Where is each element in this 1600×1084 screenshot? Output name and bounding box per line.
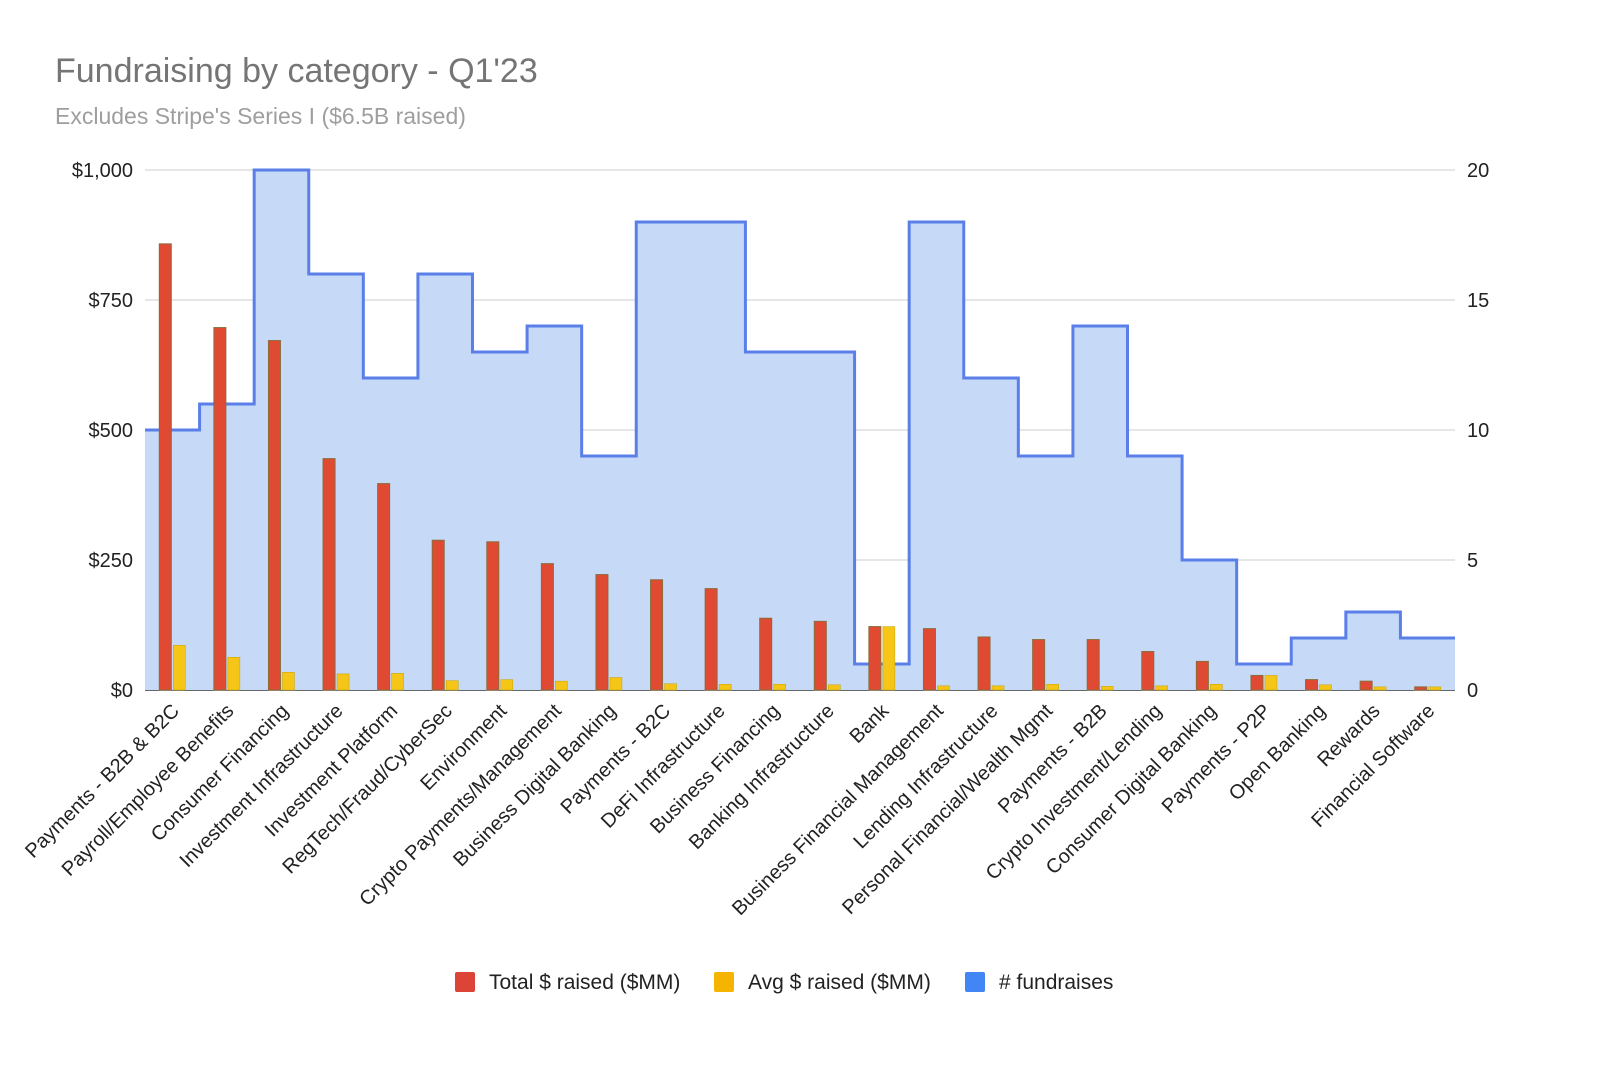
right-tick-label: 10 (1467, 420, 1489, 442)
bar-total (595, 574, 609, 691)
legend-swatch (714, 972, 734, 992)
bar-total (322, 458, 336, 691)
bar-total (1414, 686, 1428, 691)
bar-total (1032, 639, 1046, 691)
bar-total (1086, 639, 1100, 691)
category-label: Crypto Payments/Management (355, 700, 566, 911)
legend-swatch (965, 972, 985, 992)
bar-total (922, 628, 936, 691)
chart-title: Fundraising by category - Q1'23 (55, 52, 538, 90)
bar-avg (828, 684, 841, 691)
bar-avg (336, 673, 350, 691)
bar-avg (1319, 684, 1332, 691)
bar-total (1141, 651, 1155, 691)
left-tick-label: $0 (111, 680, 133, 702)
chart-subtitle: Excludes Stripe's Series I ($6.5B raised… (55, 103, 466, 129)
bar-total (1359, 680, 1373, 691)
bar-total (759, 617, 773, 691)
bar-total (158, 243, 172, 691)
bar-avg (991, 685, 1005, 691)
bar-total (704, 588, 718, 691)
left-tick-label: $250 (89, 550, 134, 572)
bar-avg (282, 672, 295, 691)
bars (158, 243, 1441, 691)
bar-avg (609, 677, 623, 691)
bar-avg (718, 684, 732, 691)
bar-avg (1373, 686, 1387, 691)
left-axis: $0 $250 $500 $750 $1,000 (72, 160, 133, 702)
bar-avg (664, 683, 677, 691)
right-axis: 0 5 10 15 20 (1467, 160, 1489, 702)
bar-avg (500, 679, 514, 691)
bar-avg (882, 626, 896, 691)
bar-avg (1100, 686, 1114, 691)
right-tick-label: 5 (1467, 550, 1478, 572)
bar-avg (937, 685, 950, 691)
bar-total (213, 327, 227, 691)
left-tick-label: $1,000 (72, 160, 133, 182)
bar-total (377, 483, 391, 691)
bar-avg (773, 684, 786, 691)
bar-avg (1210, 684, 1223, 691)
bar-total (650, 579, 664, 691)
bar-avg (1428, 686, 1441, 691)
category-label: Bank (846, 699, 894, 747)
bar-total (1305, 679, 1319, 691)
bar-avg (1264, 675, 1278, 691)
legend: Total $ raised ($MM) Avg $ raised ($MM) # … (455, 971, 1113, 994)
fundraises-area (145, 168, 1455, 690)
legend-label: Total $ raised ($MM) (489, 971, 680, 994)
bar-avg (173, 645, 186, 691)
bar-avg (1155, 685, 1169, 691)
bar-avg (445, 680, 459, 691)
bar-total (977, 636, 991, 691)
bar-avg (555, 680, 568, 691)
right-tick-label: 0 (1467, 680, 1478, 702)
bar-total (813, 620, 827, 691)
right-tick-label: 15 (1467, 290, 1489, 312)
right-tick-label: 20 (1467, 160, 1489, 182)
legend-swatch (455, 972, 475, 992)
legend-label: # fundraises (999, 971, 1113, 994)
bar-avg (391, 673, 404, 691)
category-label: Open Banking (1225, 700, 1330, 805)
left-tick-label: $500 (89, 420, 134, 442)
bar-total (431, 539, 445, 691)
legend-label: Avg $ raised ($MM) (748, 971, 931, 994)
bar-total (267, 340, 281, 691)
bar-total (1250, 674, 1264, 691)
bar-total (540, 563, 554, 691)
bar-total (1195, 660, 1209, 691)
bar-total (486, 541, 500, 691)
left-tick-label: $750 (89, 290, 134, 312)
bar-avg (227, 656, 241, 691)
bar-total (868, 626, 882, 691)
bar-avg (1046, 684, 1059, 691)
fundraises-step-line (145, 168, 1455, 666)
